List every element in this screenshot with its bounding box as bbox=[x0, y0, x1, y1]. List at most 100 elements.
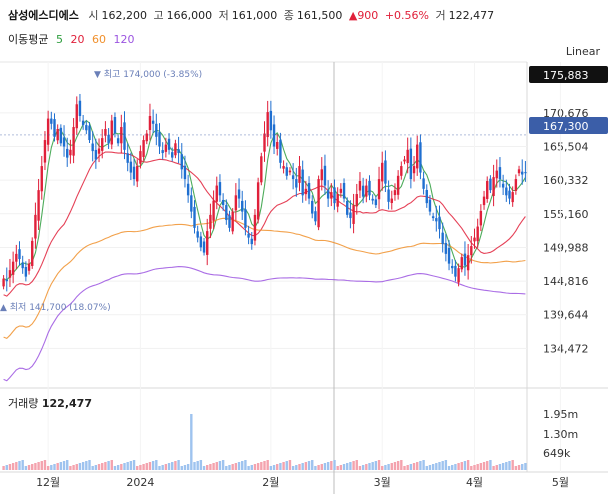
candle-body bbox=[463, 253, 467, 266]
volume-tick-label: 1.30m bbox=[543, 428, 578, 441]
ma-legend-60[interactable]: 60 bbox=[91, 33, 106, 46]
volume-bar bbox=[66, 460, 69, 470]
volume-bar bbox=[307, 461, 311, 470]
volume-bar bbox=[136, 466, 139, 470]
volume-bar bbox=[396, 461, 400, 470]
candle-body bbox=[53, 119, 56, 137]
volume-bar bbox=[129, 461, 133, 470]
volume-bar bbox=[476, 464, 479, 470]
ma-legend-120[interactable]: 120 bbox=[113, 33, 135, 46]
volume-bar bbox=[279, 463, 282, 470]
volume-bar bbox=[266, 460, 269, 470]
volume-bar bbox=[298, 464, 301, 470]
candle-body bbox=[495, 170, 498, 179]
volume-bar bbox=[377, 460, 381, 470]
candle-body bbox=[228, 215, 231, 228]
volume-bar bbox=[374, 461, 378, 470]
volume-bar bbox=[174, 461, 177, 470]
candle-body bbox=[276, 142, 279, 149]
volume-bar bbox=[116, 465, 120, 470]
volume-bar bbox=[501, 463, 505, 470]
change-percent: +0.56% bbox=[384, 9, 429, 22]
volume-bar bbox=[37, 462, 40, 470]
open-label: 시 bbox=[88, 9, 99, 22]
change-value: 900 bbox=[357, 9, 379, 22]
candle-body bbox=[447, 248, 451, 264]
volume-bar bbox=[441, 461, 444, 470]
candle-body bbox=[209, 214, 212, 229]
candle-body bbox=[298, 166, 301, 183]
candle-body bbox=[88, 125, 91, 141]
time-tick-label: 3월 bbox=[374, 476, 391, 489]
candle-body bbox=[212, 200, 215, 221]
volume-bar bbox=[511, 460, 514, 470]
candle-body bbox=[81, 120, 85, 126]
volume-bar bbox=[40, 461, 43, 470]
candle-body bbox=[151, 120, 155, 124]
volume-bar bbox=[237, 462, 241, 470]
volume-bar bbox=[15, 462, 18, 470]
candle-body bbox=[161, 150, 164, 154]
volume-bar bbox=[403, 466, 406, 470]
candle-body bbox=[24, 267, 28, 277]
volume-bar bbox=[5, 465, 8, 470]
candle-body bbox=[368, 180, 371, 196]
candle-body bbox=[31, 240, 34, 266]
candle-body bbox=[279, 139, 282, 163]
candle-body bbox=[358, 181, 362, 191]
volume-bar bbox=[489, 460, 492, 470]
candle-body bbox=[524, 172, 527, 174]
volume-bar bbox=[139, 465, 142, 470]
volume-bar bbox=[498, 464, 502, 470]
ma-legend-20[interactable]: 20 bbox=[70, 33, 85, 46]
volume-bar bbox=[21, 460, 24, 470]
volume-bar bbox=[234, 463, 238, 470]
volume-bar bbox=[24, 466, 28, 470]
ma-legend-5[interactable]: 5 bbox=[55, 33, 63, 46]
volume-bar bbox=[263, 461, 266, 470]
volume-bar bbox=[486, 461, 489, 470]
ma120-line bbox=[3, 266, 526, 382]
candle-body bbox=[505, 187, 508, 196]
volume-bar bbox=[2, 466, 5, 470]
volume-bar bbox=[88, 460, 91, 470]
candle-body bbox=[202, 241, 206, 253]
volume-bar bbox=[218, 461, 222, 470]
candle-body bbox=[473, 237, 476, 242]
volume-bar bbox=[460, 462, 463, 470]
candle-body bbox=[158, 132, 161, 147]
volume-bar bbox=[282, 462, 285, 470]
stock-header: 삼성에스디에스 시 162,200 고 166,000 저 161,000 종 161,… bbox=[8, 7, 497, 23]
candle-body bbox=[225, 205, 228, 221]
volume-bar bbox=[470, 466, 473, 470]
volume-bar bbox=[199, 460, 203, 470]
candle-body bbox=[451, 265, 454, 269]
candle-body bbox=[377, 179, 381, 200]
top-price-badge bbox=[529, 66, 608, 83]
candle-body bbox=[43, 140, 47, 163]
candle-body bbox=[288, 170, 292, 173]
candle-body bbox=[260, 156, 263, 183]
candle-body bbox=[438, 216, 441, 230]
volume-bar bbox=[94, 465, 98, 470]
ma20-line bbox=[3, 151, 526, 297]
candle-body bbox=[295, 179, 298, 188]
volume-bar bbox=[285, 461, 288, 470]
scale-toggle[interactable]: Linear bbox=[565, 45, 600, 58]
volume-bar bbox=[148, 462, 152, 470]
volume-bar bbox=[59, 462, 63, 470]
volume-bar bbox=[301, 463, 304, 470]
candle-body bbox=[412, 166, 416, 174]
volume-bar bbox=[342, 464, 346, 470]
volume-bar bbox=[183, 465, 187, 470]
candle-body bbox=[387, 189, 390, 202]
candle-body bbox=[317, 179, 320, 228]
volume-bar bbox=[206, 465, 209, 470]
volume-bar bbox=[250, 465, 253, 470]
volume-bar bbox=[202, 466, 206, 470]
candle-body bbox=[320, 169, 323, 181]
candle-body bbox=[85, 125, 88, 131]
candle-body bbox=[190, 195, 193, 212]
candle-body bbox=[508, 190, 511, 199]
